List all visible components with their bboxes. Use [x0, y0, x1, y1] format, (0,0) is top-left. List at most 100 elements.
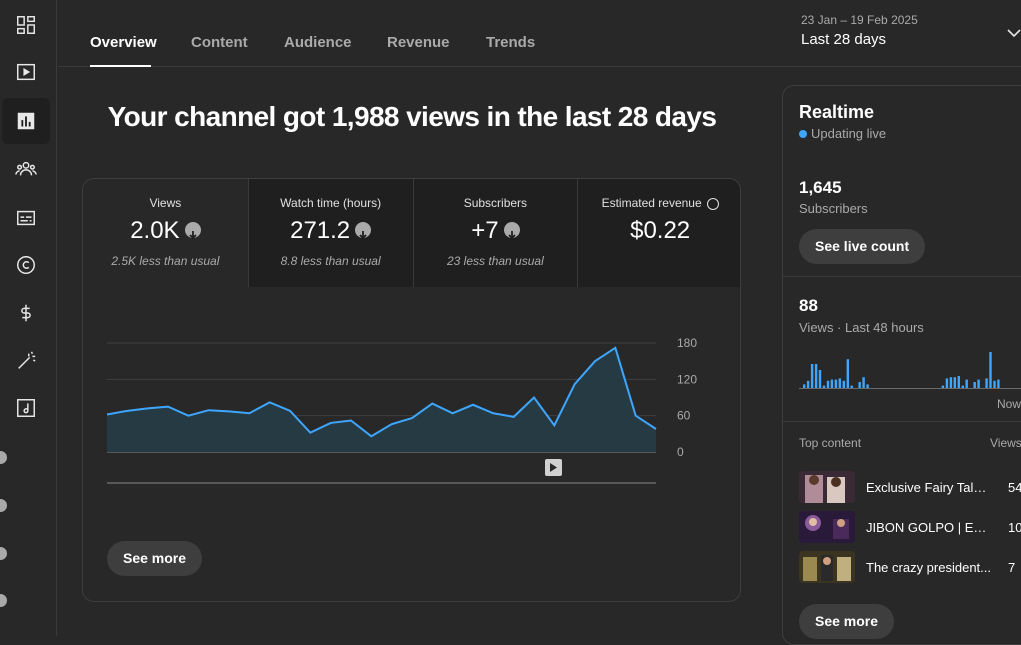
realtime-bar: [974, 382, 976, 388]
date-range-text[interactable]: 23 Jan – 19 Feb 2025: [801, 13, 918, 27]
earn-icon[interactable]: [2, 290, 50, 336]
metric-tabs: Views 2.0K 2.5K less than usual Watch ti…: [83, 179, 741, 287]
tab-content[interactable]: Content: [191, 34, 248, 51]
tab-overview[interactable]: Overview: [90, 34, 157, 51]
realtime-bar: [859, 382, 861, 388]
realtime-bar: [954, 377, 956, 388]
live-dot-icon: [799, 130, 807, 138]
overview-card: Views 2.0K 2.5K less than usual Watch ti…: [82, 178, 741, 602]
realtime-bar: [835, 380, 837, 388]
content-icon[interactable]: [2, 49, 50, 95]
dashboard-icon[interactable]: [2, 2, 50, 48]
metric-value: 2.0K: [83, 217, 248, 245]
realtime-bar: [966, 380, 968, 388]
area-fill: [107, 348, 656, 452]
realtime-card: Realtime Updating live 1,645 Subscribers…: [782, 85, 1021, 645]
realtime-bar-chart: [799, 351, 1021, 389]
metric-views[interactable]: Views 2.0K 2.5K less than usual: [83, 179, 248, 287]
chevron-down-icon[interactable]: [1006, 26, 1021, 40]
see-live-count-button[interactable]: See live count: [799, 229, 925, 264]
realtime-bar: [962, 386, 964, 388]
video-views: 7: [1008, 560, 1015, 575]
realtime-bar: [811, 364, 813, 388]
realtime-views-label: Views · Last 48 hours: [799, 320, 924, 335]
realtime-bar: [942, 386, 944, 388]
arrow-down-icon: [504, 222, 520, 238]
top-content-see-more-button[interactable]: See more: [799, 604, 894, 639]
active-tab-indicator: [90, 65, 151, 67]
top-content-item[interactable]: Exclusive Fairy Tale Love Story 54: [799, 471, 1021, 505]
metric-watch-time[interactable]: Watch time (hours) 271.2 8.8 less than u…: [248, 179, 413, 287]
subscriber-count: 1,645: [799, 178, 842, 198]
metric-label: Estimated revenue: [578, 196, 741, 210]
views-column-header: Views: [990, 436, 1021, 450]
realtime-bar: [985, 378, 987, 388]
sidebar-extra-icon[interactable]: [0, 451, 7, 464]
sidebar-extra-icon[interactable]: [0, 499, 7, 512]
now-label: Now: [997, 397, 1021, 411]
arrow-down-icon: [185, 222, 201, 238]
customisation-icon[interactable]: [2, 338, 50, 384]
realtime-bar: [862, 377, 864, 388]
realtime-bar: [851, 386, 853, 388]
subscriber-label: Subscribers: [799, 201, 868, 216]
realtime-bar: [823, 386, 825, 388]
metric-value: 271.2: [249, 217, 413, 245]
top-bar: Overview Content Audience Revenue Trends…: [58, 0, 1021, 67]
y-tick-label: 180: [677, 336, 697, 350]
top-content-item[interactable]: JIBON GOLPO | Episode 10: [799, 511, 1021, 545]
metric-label: Subscribers: [414, 196, 578, 210]
y-tick-label: 120: [677, 372, 697, 386]
metric-label: Watch time (hours): [249, 196, 413, 210]
realtime-bar: [831, 380, 833, 388]
metric-revenue[interactable]: Estimated revenue $0.22: [577, 179, 741, 287]
top-content-header: Top content: [799, 436, 861, 450]
realtime-bar: [993, 381, 995, 388]
realtime-bar: [815, 364, 817, 388]
realtime-title: Realtime: [799, 102, 874, 123]
metric-note: 8.8 less than usual: [249, 254, 413, 268]
realtime-bar: [827, 381, 829, 388]
subtitles-icon[interactable]: [2, 195, 50, 241]
sidebar-extra-icon[interactable]: [0, 547, 7, 560]
realtime-bar: [989, 352, 991, 388]
video-title: Exclusive Fairy Tale Love Story: [866, 480, 992, 495]
y-tick-label: 0: [677, 445, 684, 459]
realtime-bar: [958, 376, 960, 388]
copyright-icon[interactable]: [2, 242, 50, 288]
sidebar: [0, 0, 57, 636]
realtime-bar: [819, 370, 821, 388]
video-title: The crazy president...: [866, 560, 992, 575]
metric-value: $0.22: [578, 217, 741, 245]
tab-trends[interactable]: Trends: [486, 34, 535, 51]
metric-note: 23 less than usual: [414, 254, 578, 268]
audio-library-icon[interactable]: [2, 385, 50, 431]
arrow-down-icon: [355, 222, 371, 238]
video-thumbnail: [799, 471, 855, 503]
realtime-bar: [946, 378, 948, 388]
metric-label: Views: [83, 196, 248, 210]
tab-revenue[interactable]: Revenue: [387, 34, 450, 51]
top-content-item[interactable]: The crazy president... 7: [799, 551, 1021, 585]
metric-subscribers[interactable]: Subscribers +7 23 less than usual: [413, 179, 578, 287]
sidebar-extra-icon[interactable]: [0, 594, 7, 607]
video-thumbnail: [799, 511, 855, 543]
realtime-bar: [803, 384, 805, 388]
metric-value: +7: [414, 217, 578, 245]
chart-see-more-button[interactable]: See more: [107, 541, 202, 576]
video-views: 54: [1008, 480, 1021, 495]
metric-note: 2.5K less than usual: [83, 254, 248, 268]
realtime-bar: [839, 378, 841, 388]
video-views: 10: [1008, 520, 1021, 535]
video-thumbnail: [799, 551, 855, 583]
tab-audience[interactable]: Audience: [284, 34, 352, 51]
realtime-bar: [807, 381, 809, 388]
clock-icon: [707, 198, 719, 210]
divider: [783, 421, 1021, 422]
date-range-label[interactable]: Last 28 days: [801, 31, 886, 48]
views-chart: 06012018023 Jan...28 Jan 20251 Feb 20256…: [83, 287, 740, 492]
community-icon[interactable]: [2, 146, 50, 192]
realtime-bar: [843, 381, 845, 388]
analytics-icon[interactable]: [2, 98, 50, 144]
realtime-bar: [847, 359, 849, 388]
